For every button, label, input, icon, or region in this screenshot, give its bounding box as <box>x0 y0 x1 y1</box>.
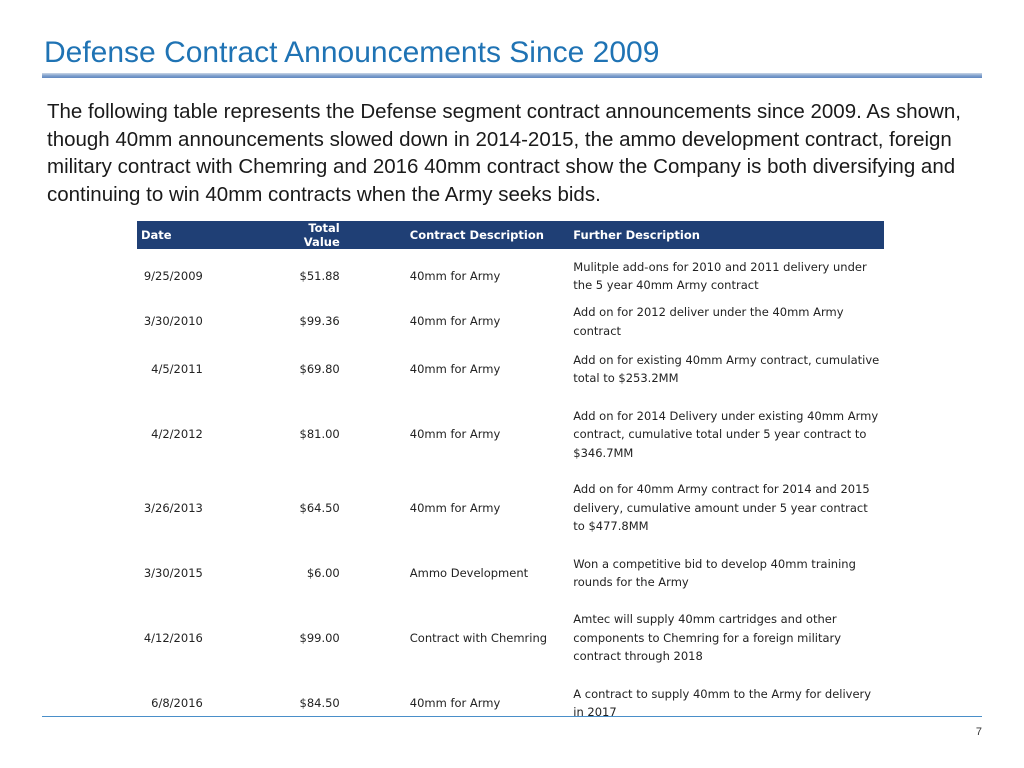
table-header-row: Date Total Value Contract Description Fu… <box>137 221 884 249</box>
table-row: 3/26/2013 $64.50 40mm for Army Add on fo… <box>137 471 884 545</box>
cell-date: 3/26/2013 <box>143 500 203 515</box>
cell-further-description: Add on for 2012 deliver under the 40mm A… <box>573 305 844 338</box>
table-row: 3/30/2015 $6.00 Ammo Development Won a c… <box>137 545 884 601</box>
cell-further-description: Amtec will supply 40mm cartridges and ot… <box>573 612 842 664</box>
cell-contract-description: 40mm for Army <box>409 695 501 710</box>
table-row: 6/8/2016 $84.50 40mm for Army A contract… <box>137 675 884 731</box>
cell-total-value: $99.00 <box>299 630 340 645</box>
header-date: Date <box>137 221 277 249</box>
cell-further-description: Add on for existing 40mm Army contract, … <box>573 352 880 386</box>
table-row: 4/12/2016 $99.00 Contract with Chemring … <box>137 601 884 675</box>
cell-contract-description: 40mm for Army <box>409 427 501 442</box>
page-number: 7 <box>975 726 982 738</box>
cell-total-value: $51.88 <box>299 268 340 283</box>
cell-contract-description: 40mm for Army <box>409 268 501 283</box>
cell-further-description: A contract to supply 40mm to the Army fo… <box>573 686 872 720</box>
slide-title: Defense Contract Announcements Since 200… <box>44 36 660 69</box>
cell-date: 4/2/2012 <box>151 427 203 442</box>
cell-total-value: $64.50 <box>299 500 340 515</box>
cell-contract-description: 40mm for Army <box>409 361 501 376</box>
header-total-value: Total Value <box>276 221 406 249</box>
cell-date: 4/12/2016 <box>143 630 203 645</box>
cell-total-value: $84.50 <box>299 695 340 710</box>
cell-further-description: Add on for 40mm Army contract for 2014 a… <box>573 482 870 534</box>
cell-date: 6/8/2016 <box>151 695 203 710</box>
cell-contract-description: Ammo Development <box>409 565 529 580</box>
cell-date: 3/30/2015 <box>143 565 203 580</box>
table-row: 9/25/2009 $51.88 40mm for Army Mulitple … <box>137 249 884 303</box>
cell-contract-description: Contract with Chemring <box>409 630 548 645</box>
contracts-table: Date Total Value Contract Description Fu… <box>137 221 884 731</box>
header-further-description: Further Description <box>569 221 884 249</box>
cell-further-description: Won a competitive bid to develop 40mm tr… <box>573 556 856 590</box>
footer-divider <box>42 716 982 717</box>
cell-date: 4/5/2011 <box>151 361 203 376</box>
table-row: 4/5/2011 $69.80 40mm for Army Add on for… <box>137 340 884 398</box>
cell-total-value: $99.36 <box>299 314 340 329</box>
cell-date: 3/30/2010 <box>143 314 203 329</box>
cell-further-description: Add on for 2014 Delivery under existing … <box>573 408 879 460</box>
cell-total-value: $69.80 <box>299 361 340 376</box>
cell-total-value: $81.00 <box>299 427 340 442</box>
cell-contract-description: 40mm for Army <box>409 314 501 329</box>
table-row: 4/2/2012 $81.00 40mm for Army Add on for… <box>137 398 884 471</box>
table-row: 3/30/2010 $99.36 40mm for Army Add on fo… <box>137 303 884 340</box>
title-divider <box>42 73 982 78</box>
cell-total-value: $6.00 <box>306 565 340 580</box>
cell-date: 9/25/2009 <box>143 268 203 283</box>
cell-contract-description: 40mm for Army <box>409 500 501 515</box>
header-contract-description: Contract Description <box>405 221 570 249</box>
intro-paragraph: The following table represents the Defen… <box>47 100 961 206</box>
cell-further-description: Mulitple add-ons for 2010 and 2011 deliv… <box>573 259 867 293</box>
